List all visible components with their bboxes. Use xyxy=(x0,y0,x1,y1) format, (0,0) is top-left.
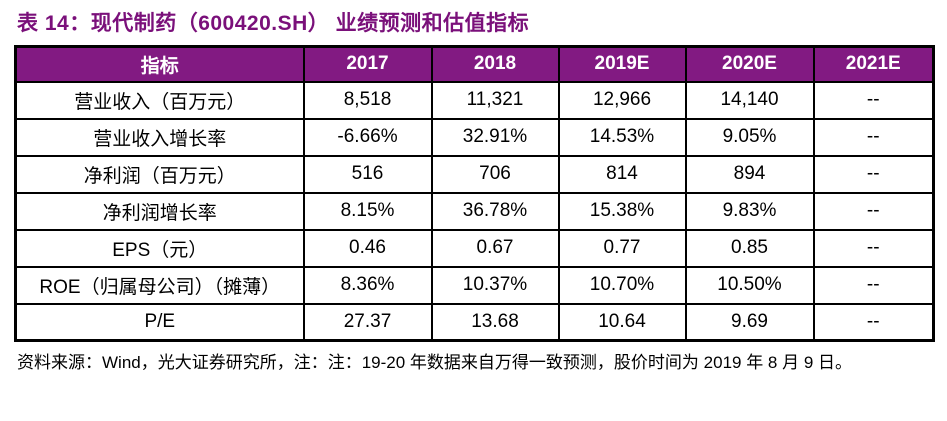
table-row: 营业收入（百万元） 8,518 11,321 12,966 14,140 -- xyxy=(14,80,935,120)
value-cell: -- xyxy=(812,302,935,342)
value-cell: 0.46 xyxy=(302,228,433,268)
metric-label-cell: EPS（元） xyxy=(14,228,305,268)
value-cell: 516 xyxy=(302,154,433,194)
value-cell: 14.53% xyxy=(557,117,687,157)
table-row: 净利润（百万元） 516 706 814 894 -- xyxy=(14,154,935,194)
table-row: ROE（归属母公司）（摊薄） 8.36% 10.37% 10.70% 10.50% -- xyxy=(14,265,935,305)
table-row: P/E 27.37 13.68 10.64 9.69 -- xyxy=(14,302,935,342)
page-title: 表 14：现代制药（600420.SH） 业绩预测和估值指标 xyxy=(17,12,530,35)
value-cell: 32.91% xyxy=(430,117,560,157)
year-column-header: 2017 xyxy=(302,45,433,83)
value-cell: 9.69 xyxy=(684,302,815,342)
value-cell: -- xyxy=(812,191,935,231)
table-row: 营业收入增长率 -6.66% 32.91% 14.53% 9.05% -- xyxy=(14,117,935,157)
value-cell: 706 xyxy=(430,154,560,194)
year-column-header: 2021E xyxy=(812,45,935,83)
value-cell: 12,966 xyxy=(557,80,687,120)
value-cell: 10.70% xyxy=(557,265,687,305)
value-cell: 27.37 xyxy=(302,302,433,342)
value-cell: 36.78% xyxy=(430,191,560,231)
value-cell: -- xyxy=(812,265,935,305)
value-cell: 10.50% xyxy=(684,265,815,305)
value-cell: 8,518 xyxy=(302,80,433,120)
value-cell: 9.83% xyxy=(684,191,815,231)
year-column-header: 2020E xyxy=(684,45,815,83)
value-cell: 10.64 xyxy=(557,302,687,342)
metric-label-cell: ROE（归属母公司）（摊薄） xyxy=(14,265,305,305)
metric-label-cell: 营业收入增长率 xyxy=(14,117,305,157)
value-cell: 10.37% xyxy=(430,265,560,305)
metric-label-cell: 净利润增长率 xyxy=(14,191,305,231)
value-cell: 8.15% xyxy=(302,191,433,231)
value-cell: 13.68 xyxy=(430,302,560,342)
value-cell: 0.77 xyxy=(557,228,687,268)
table-body: 营业收入（百万元） 8,518 11,321 12,966 14,140 -- 营业收入增长… xyxy=(14,80,935,342)
value-cell: 814 xyxy=(557,154,687,194)
value-cell: 14,140 xyxy=(684,80,815,120)
value-cell: 8.36% xyxy=(302,265,433,305)
value-cell: 0.85 xyxy=(684,228,815,268)
value-cell: 0.67 xyxy=(430,228,560,268)
source-note: 资料来源：Wind，光大证券研究所，注：注：19-20 年数据来自万得一致预测，… xyxy=(17,353,852,372)
year-column-header: 2019E xyxy=(557,45,687,83)
value-cell: -- xyxy=(812,228,935,268)
metric-label-cell: 净利润（百万元） xyxy=(14,154,305,194)
metric-label-cell: P/E xyxy=(14,302,305,342)
year-column-header: 2018 xyxy=(430,45,560,83)
metric-column-header: 指标 xyxy=(14,45,305,83)
value-cell: 9.05% xyxy=(684,117,815,157)
value-cell: -6.66% xyxy=(302,117,433,157)
performance-forecast-table: 指标 2017 2018 2019E 2020E 2021E 营业收入（百万元） 8,518… xyxy=(14,45,935,342)
value-cell: 894 xyxy=(684,154,815,194)
table-row: EPS（元） 0.46 0.67 0.77 0.85 -- xyxy=(14,228,935,268)
value-cell: 15.38% xyxy=(557,191,687,231)
table-header-row: 指标 2017 2018 2019E 2020E 2021E xyxy=(14,45,935,83)
value-cell: -- xyxy=(812,154,935,194)
table-row: 净利润增长率 8.15% 36.78% 15.38% 9.83% -- xyxy=(14,191,935,231)
value-cell: -- xyxy=(812,117,935,157)
value-cell: 11,321 xyxy=(430,80,560,120)
value-cell: -- xyxy=(812,80,935,120)
metric-label-cell: 营业收入（百万元） xyxy=(14,80,305,120)
